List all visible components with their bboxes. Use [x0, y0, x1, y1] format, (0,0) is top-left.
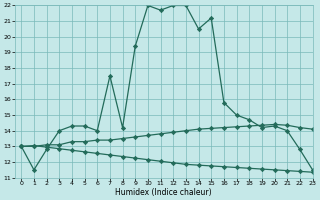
- X-axis label: Humidex (Indice chaleur): Humidex (Indice chaleur): [116, 188, 212, 197]
